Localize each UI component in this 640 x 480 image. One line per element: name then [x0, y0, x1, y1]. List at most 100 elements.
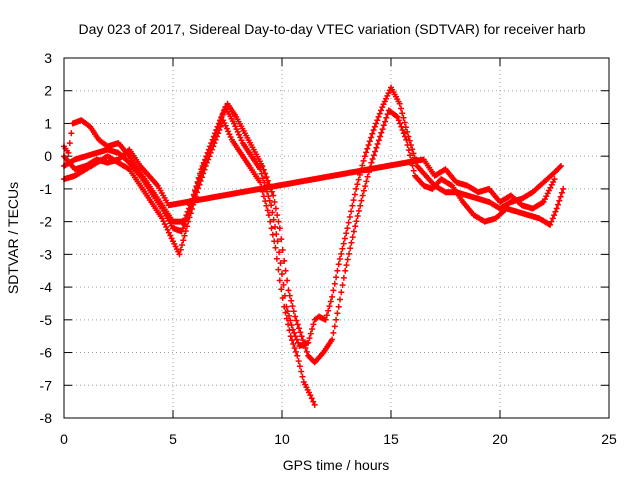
- data-point: [208, 145, 212, 148]
- x-tick-label: 15: [383, 431, 399, 447]
- data-point: [562, 187, 565, 191]
- data-point: [200, 168, 203, 171]
- y-tick-label: -5: [40, 312, 53, 328]
- data-point: [117, 141, 120, 145]
- data-point: [89, 125, 92, 128]
- data-point: [73, 168, 77, 171]
- data-point: [352, 230, 356, 233]
- data-point: [555, 207, 558, 210]
- data-point: [252, 148, 255, 151]
- chart-title: Day 023 of 2017, Sidereal Day-to-day VTE…: [78, 21, 585, 37]
- data-point: [117, 158, 120, 161]
- data-point: [398, 102, 401, 106]
- data-point: [461, 200, 465, 204]
- data-point: [317, 315, 321, 318]
- data-point: [269, 204, 273, 207]
- data-point: [261, 164, 264, 168]
- data-point: [330, 295, 334, 299]
- data-point: [370, 161, 373, 164]
- x-axis-label: GPS time / hours: [283, 457, 390, 473]
- data-point: [413, 174, 417, 177]
- data-point: [117, 151, 120, 155]
- data-point: [405, 138, 408, 141]
- data-point: [128, 168, 131, 171]
- data-point: [466, 184, 469, 187]
- data-point: [483, 220, 486, 223]
- data-point: [274, 246, 277, 249]
- data-point: [298, 344, 301, 348]
- data-point: [444, 168, 447, 171]
- data-point: [422, 184, 425, 187]
- data-point: [73, 158, 77, 161]
- data-point: [106, 145, 109, 148]
- data-point: [139, 164, 142, 168]
- data-point: [337, 305, 340, 308]
- data-point: [553, 177, 556, 181]
- x-tick-label: 10: [274, 431, 290, 447]
- data-point: [322, 351, 325, 354]
- data-point-markers: [61, 84, 564, 349]
- data-point: [361, 194, 364, 197]
- data-point: [278, 279, 281, 282]
- y-tick-label: 1: [44, 115, 52, 131]
- data-point: [307, 354, 310, 357]
- data-point: [180, 230, 183, 233]
- data-point: [542, 181, 545, 184]
- data-point: [433, 174, 436, 177]
- data-point: [67, 151, 70, 155]
- data-point: [230, 138, 234, 141]
- data-point: [296, 354, 299, 357]
- data-point: [344, 269, 347, 272]
- data-point: [289, 335, 292, 338]
- data-point: [422, 158, 425, 161]
- data-point: [372, 128, 375, 132]
- data-point: [95, 158, 98, 161]
- data-point: [531, 207, 534, 210]
- data-point: [450, 184, 454, 187]
- data-point: [280, 272, 284, 276]
- data-point: [128, 148, 131, 151]
- series-track-a: [61, 84, 564, 349]
- data-point: [156, 184, 159, 187]
- data-point: [313, 318, 316, 321]
- data-point: [520, 204, 523, 207]
- data-point: [139, 171, 142, 174]
- data-point: [538, 217, 541, 220]
- data-point: [243, 132, 247, 135]
- data-point: [232, 122, 236, 125]
- data-point: [217, 122, 220, 125]
- y-tick-label: -6: [40, 345, 53, 361]
- data-point: [396, 115, 399, 119]
- data-point: [287, 289, 290, 292]
- data-point: [235, 115, 238, 119]
- data-point: [309, 393, 312, 397]
- data-point: [139, 184, 142, 187]
- data-point: [178, 253, 181, 256]
- x-tick-label: 25: [601, 431, 617, 447]
- y-tick-label: 2: [44, 83, 52, 99]
- data-point: [95, 151, 98, 155]
- data-point: [387, 109, 390, 112]
- data-point: [283, 259, 286, 263]
- data-point: [272, 194, 275, 197]
- data-point: [439, 177, 443, 181]
- data-point: [416, 164, 419, 168]
- y-axis-label: SDTVAR / TECUs: [5, 182, 21, 294]
- data-point: [80, 119, 83, 122]
- data-point: [444, 191, 447, 194]
- data-point: [187, 220, 190, 223]
- data-point: [363, 155, 366, 158]
- data-point: [487, 200, 491, 204]
- data-point: [226, 102, 229, 106]
- data-point: [250, 155, 253, 158]
- data-point: [259, 181, 262, 184]
- data-point: [505, 207, 508, 210]
- data-point: [389, 86, 393, 89]
- data-point: [267, 213, 271, 217]
- y-tick-label: -7: [40, 377, 53, 393]
- y-tick-label: -3: [40, 246, 53, 262]
- data-point: [313, 403, 316, 407]
- y-tick-label: 0: [44, 148, 52, 164]
